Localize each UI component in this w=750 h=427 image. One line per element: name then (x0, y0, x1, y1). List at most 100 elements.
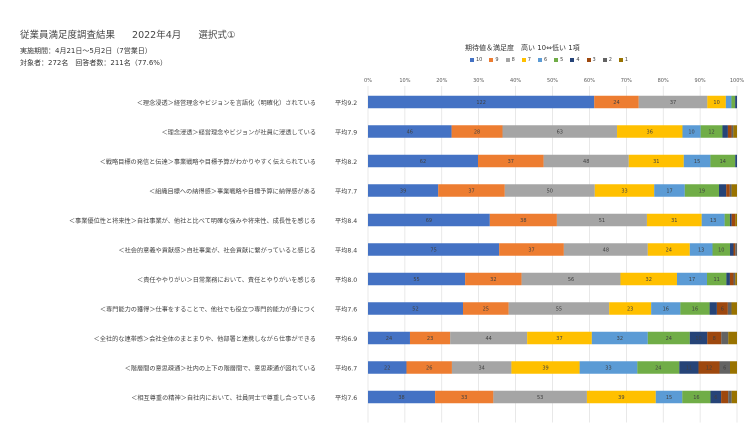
category-label: ＜相互尊重の精神＞自社内において、社員同士で尊重し合っている (131, 394, 316, 402)
x-tick-label: 80% (658, 78, 669, 84)
bar-segment (730, 243, 734, 256)
legend-item: 6 (537, 57, 547, 63)
bar-segment (368, 390, 436, 404)
legend-item: 9 (489, 57, 499, 63)
data-label: 37 (468, 189, 474, 195)
bar-segment (679, 361, 699, 374)
bar-segment (707, 95, 726, 109)
legend-swatch (470, 58, 474, 62)
bar-segment (543, 154, 629, 168)
bar-segment (368, 302, 463, 315)
x-tick-label: 50% (547, 78, 558, 84)
bar-segment (710, 390, 722, 404)
x-tick-label: 40% (510, 78, 521, 84)
data-label: 16 (692, 307, 698, 313)
bar-segment (735, 154, 737, 168)
x-tick-label: 20% (436, 78, 447, 84)
data-label: 24 (613, 100, 619, 106)
bar-segment (719, 361, 731, 374)
legend-item: 2 (602, 57, 612, 63)
bar-segment (368, 331, 410, 345)
bar-segment (499, 243, 564, 256)
page-title: 従業員満足度調査結果 (20, 30, 116, 41)
legend-swatch (618, 58, 623, 62)
x-tick-label: 100% (730, 78, 745, 84)
data-label: 25 (483, 307, 489, 313)
bar-segment (368, 272, 466, 286)
data-label: 22 (384, 366, 390, 372)
legend-swatch (554, 58, 559, 62)
bar-segment (637, 361, 680, 374)
data-label: 6 (721, 307, 724, 313)
data-label: 37 (528, 248, 534, 254)
category-average: 平均7.6 (335, 394, 357, 402)
bar-segment (730, 361, 737, 374)
data-label: 23 (427, 336, 433, 342)
question-format: 選択式① (198, 30, 236, 41)
bar-segment (682, 390, 711, 404)
data-label: 37 (670, 100, 676, 106)
data-label: 24 (655, 366, 661, 372)
category-label: ＜社会的意義や貢献感＞自社事業が、社会貢献に繋がっていると感じる (118, 247, 316, 255)
data-label: 48 (603, 248, 609, 254)
legend-label: 9 (495, 57, 499, 63)
bar-segment (735, 272, 737, 286)
data-label: 13 (698, 248, 704, 254)
data-label: 122 (476, 100, 486, 106)
bar-segment (368, 184, 439, 197)
category-label: ＜理念浸透＞経営理念やビジョンを言語化（明確化）されている (137, 99, 316, 107)
bar-segment (651, 302, 681, 315)
data-label: 32 (617, 336, 623, 342)
bar-segment (731, 184, 737, 197)
category-average: 平均7.6 (335, 306, 357, 314)
data-label: 10 (718, 248, 724, 254)
bar-segment (563, 243, 648, 256)
bar-segment (710, 154, 736, 168)
data-label: 17 (689, 277, 695, 283)
legend-title: 期待値＆満足度 高い 10⇔低い 1項 (465, 44, 580, 52)
bar-segment (368, 125, 452, 138)
data-label: 39 (400, 189, 406, 195)
category-average: 平均7.7 (335, 188, 357, 196)
bar-segment (504, 184, 595, 197)
bar-segment (620, 272, 677, 286)
bar-segment (701, 213, 725, 227)
data-label: 10 (713, 100, 719, 106)
bar-segment (676, 272, 707, 286)
bar-segment (451, 361, 512, 374)
data-label: 16 (693, 395, 699, 401)
bar-segment (586, 390, 656, 404)
data-label: 15 (694, 159, 700, 165)
bar-segment (594, 184, 655, 197)
bar-segment (731, 390, 737, 404)
data-label: 75 (430, 248, 436, 254)
bar-segment (725, 95, 732, 109)
data-label: 14 (720, 159, 726, 165)
bar-segment (638, 95, 708, 109)
bar-segment (726, 272, 730, 286)
bar-segment (579, 361, 638, 374)
data-label: 10 (688, 130, 694, 136)
data-label: 24 (666, 336, 672, 342)
data-label: 31 (653, 159, 659, 165)
legend-swatch (602, 58, 607, 62)
bar-segment (731, 95, 736, 109)
bar-segment (508, 302, 610, 315)
chart-legend: 10 9 8 7 6 5 4 3 2 1 (470, 57, 628, 63)
category-label: ＜専門能力の獲得＞仕事をすることで、他社でも役立つ専門的能力が身につく (100, 306, 316, 314)
bar-segment (716, 302, 728, 315)
legend-item: 1 (618, 57, 628, 63)
data-label: 51 (599, 218, 605, 224)
legend-item: 5 (554, 57, 563, 63)
bar-segment (712, 243, 731, 256)
category-label: ＜戦略目標の発信と伝達＞事業戦略や目標予算がわかりやすく伝えられている (100, 158, 316, 166)
bar-segment (680, 302, 710, 315)
x-tick-label: 30% (473, 78, 484, 84)
bar-segment (368, 95, 595, 109)
bar-segment (735, 243, 737, 256)
bar-segment (728, 331, 737, 345)
data-label: 17 (666, 189, 672, 195)
data-label: 44 (485, 336, 491, 342)
category-label: ＜全社的な連帯感＞会社全体のまとまりや、他部署と連携しながら仕事ができる (94, 335, 316, 343)
